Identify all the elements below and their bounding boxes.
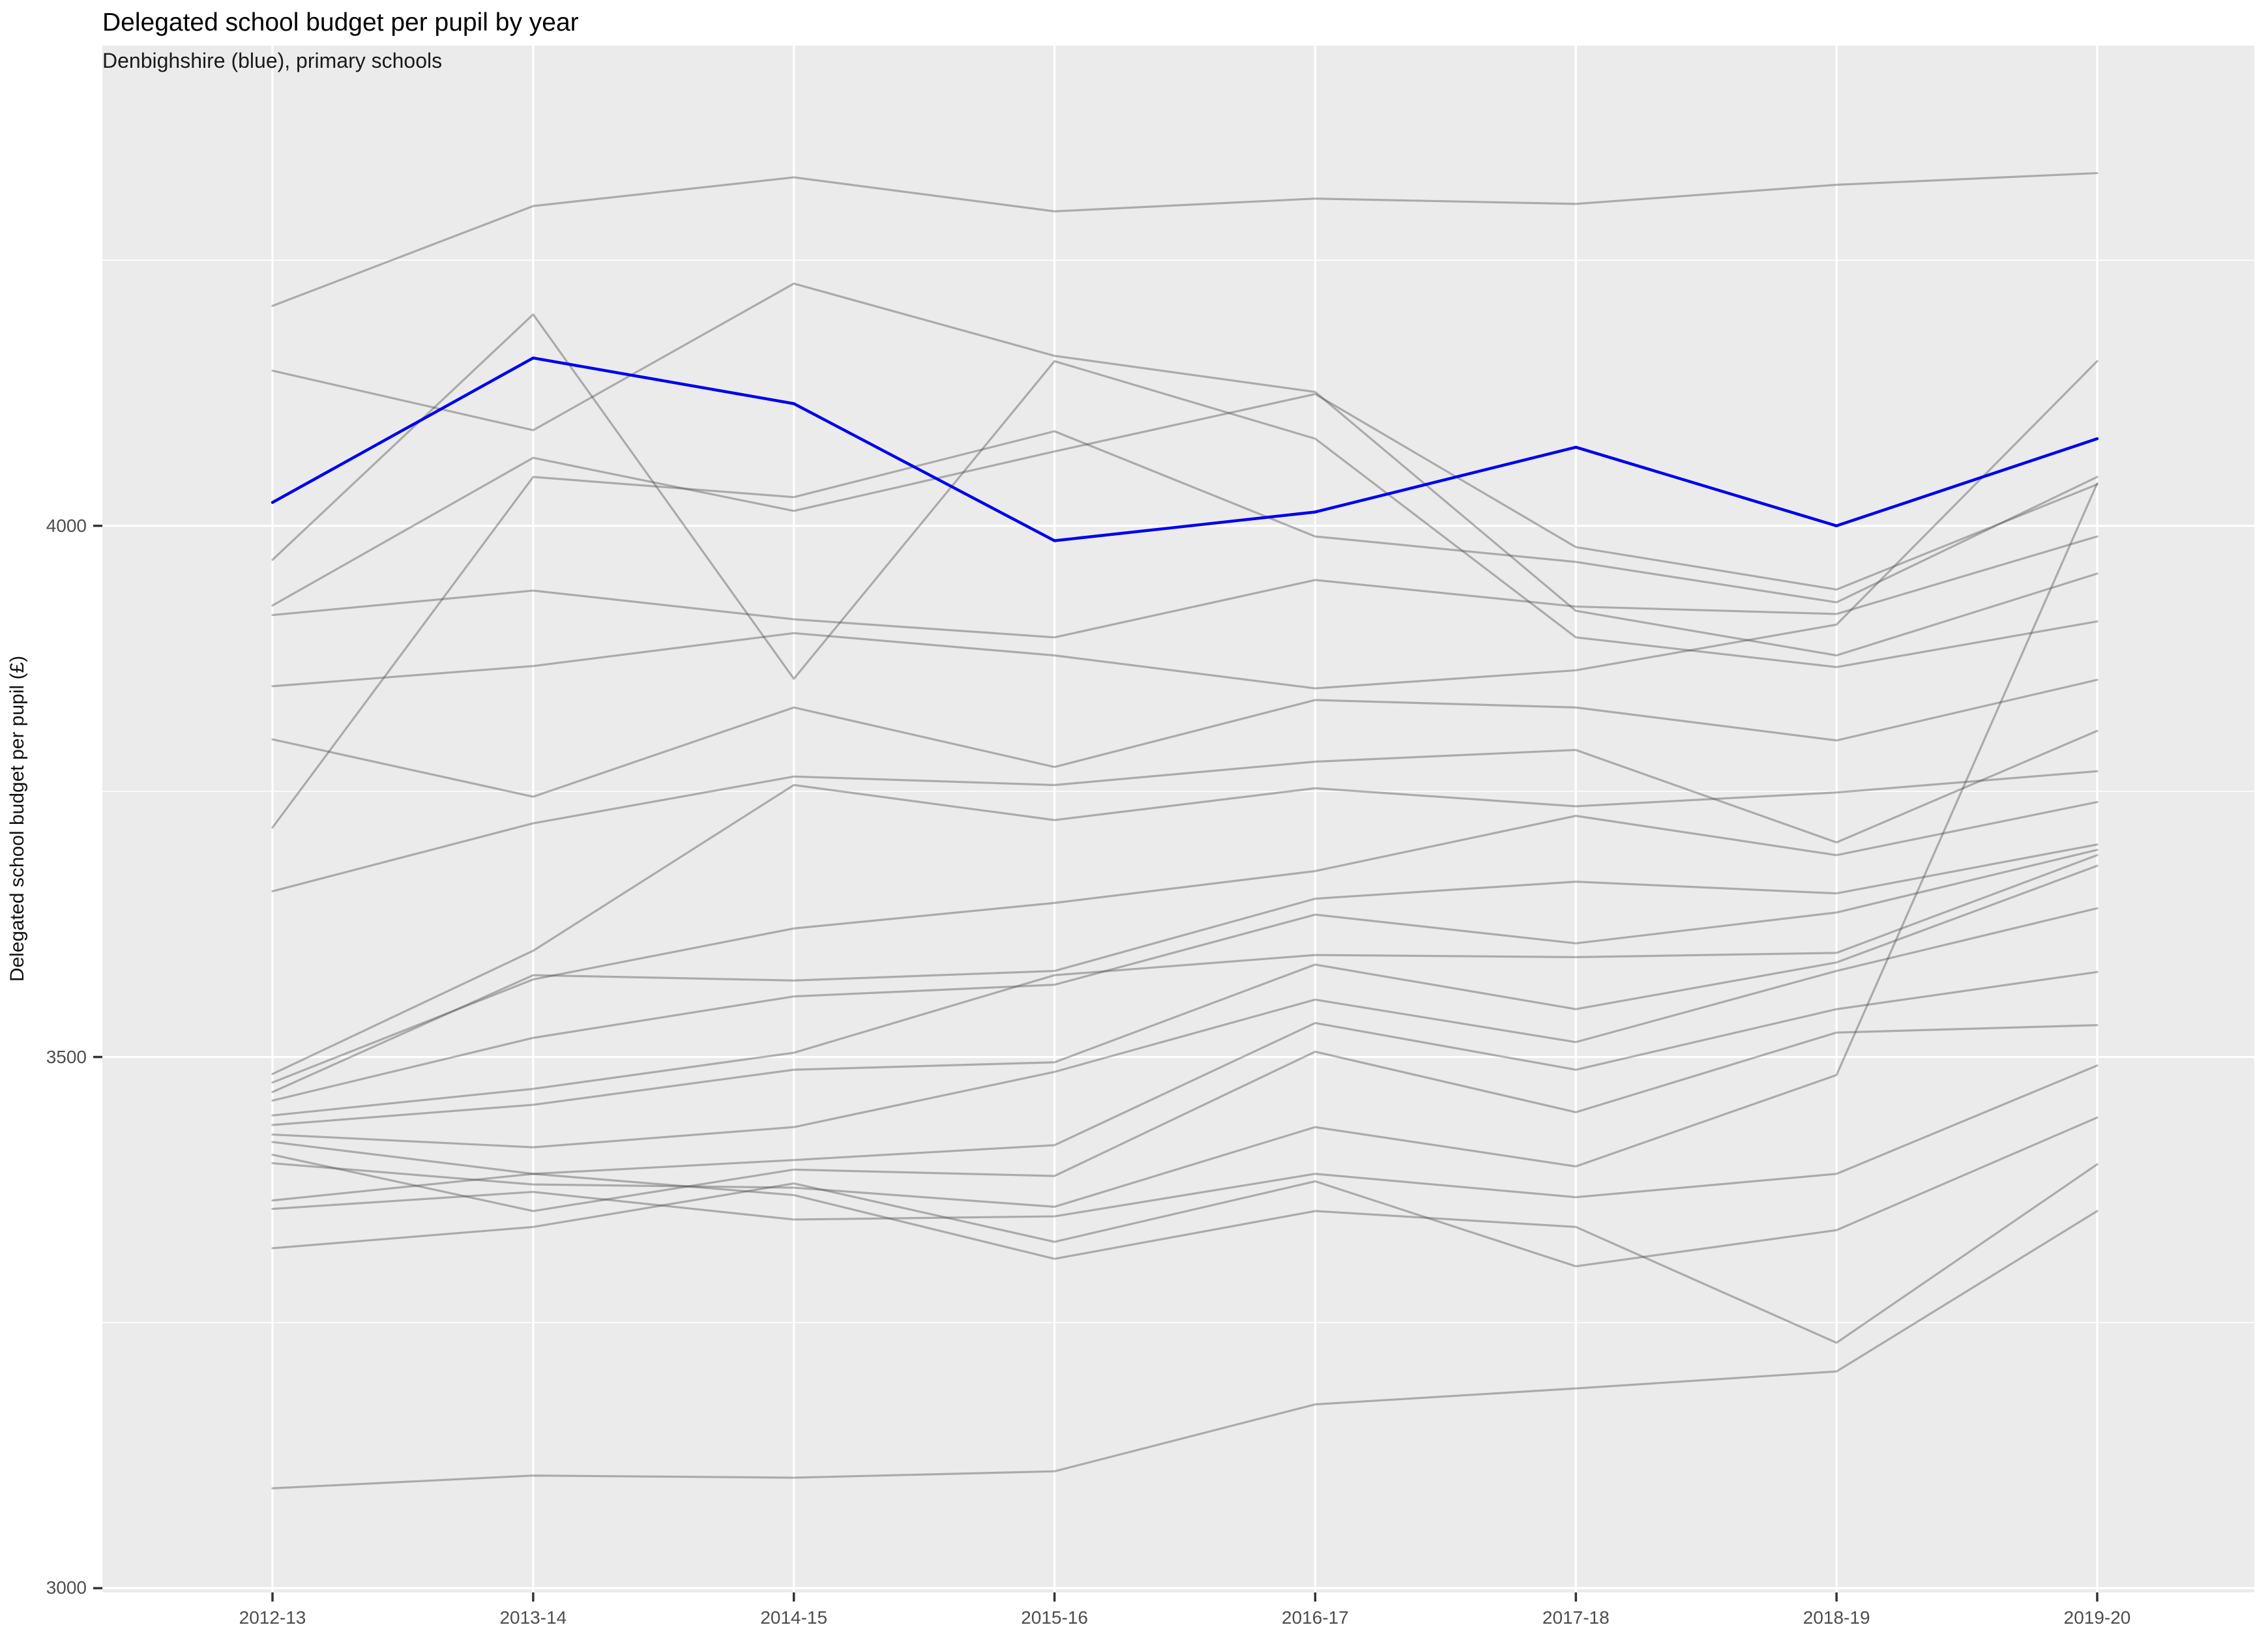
series-line-school-19 [271, 482, 2099, 1208]
y-tick-label: 3500 [46, 1046, 87, 1067]
series-line-school-15 [271, 864, 2099, 1126]
series-line-school-12 [271, 843, 2099, 1093]
y-tick-label: 3000 [46, 1577, 87, 1598]
series-line-school-06 [271, 535, 2099, 639]
x-tick-label: 2017-18 [1542, 1607, 1610, 1628]
series-line-school-21 [271, 1116, 2099, 1268]
plot-panel [102, 46, 2254, 1592]
y-tick-label: 4000 [46, 515, 87, 536]
series-line-school-10 [271, 770, 2099, 1076]
series-line-school-04 [271, 430, 2099, 829]
series-line-school-22 [271, 1163, 2099, 1344]
series-line-school-07 [271, 360, 2099, 690]
x-tick-label: 2019-20 [2063, 1607, 2131, 1628]
series-line-school-13 [271, 849, 2099, 1102]
series-line-school-05 [271, 392, 2099, 607]
chart-subtitle: Denbighshire (blue), primary schools [102, 49, 443, 72]
series-line-school-18 [271, 1024, 2099, 1212]
x-tick-label: 2013-14 [499, 1607, 567, 1628]
series-line-school-23 [271, 1210, 2099, 1489]
series-line-school-01 [271, 171, 2099, 307]
series-line-school-14 [271, 854, 2099, 1117]
series-line-school-17 [271, 971, 2099, 1175]
x-tick-label: 2015-16 [1021, 1607, 1088, 1628]
series-line-school-16 [271, 907, 2099, 1149]
chart-title: Delegated school budget per pupil by yea… [102, 8, 579, 37]
x-tick-label: 2012-13 [239, 1607, 306, 1628]
series-line-school-20 [271, 1064, 2099, 1221]
series-line-school-11 [271, 800, 2099, 1084]
y-axis-title: Delegated school budget per pupil (£) [7, 655, 28, 982]
x-tick-label: 2018-19 [1803, 1607, 1870, 1628]
series-line-school-08 [271, 679, 2099, 798]
series-line-school-02 [271, 282, 2099, 657]
series-line-school-09 [271, 729, 2099, 892]
x-tick-label: 2014-15 [760, 1607, 828, 1628]
series-line-school-03 [271, 313, 2099, 680]
x-tick-label: 2016-17 [1282, 1607, 1349, 1628]
highlight-line-denbighshire [271, 356, 2099, 542]
